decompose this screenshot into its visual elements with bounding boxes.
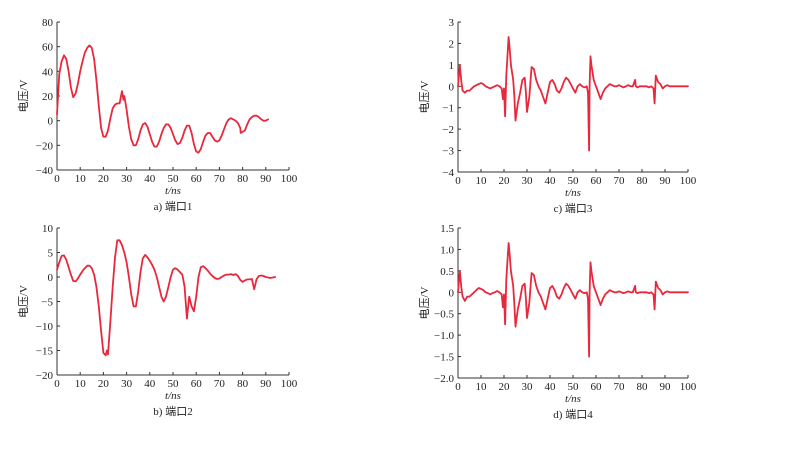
x-tick-label: 80 xyxy=(637,381,649,393)
y-tick-label: 5 xyxy=(48,248,54,260)
chart-panel-4: 0 10 20 30 40 50 60 70 80 90 100 −2.0 −1.5 −1.0 −0.5 0 0… xyxy=(418,223,697,421)
chart-panel-1: 0 10 20 30 40 50 60 70 80 90 100 −40 −20 0 20 40 60 80 电压/… xyxy=(17,17,298,213)
x-tick-label: 30 xyxy=(121,378,133,390)
y-tick-label: 0 xyxy=(449,287,455,299)
x-tick-label: 40 xyxy=(545,175,557,187)
x-tick-label: 0 xyxy=(455,381,461,393)
x-tick-label: 20 xyxy=(499,381,511,393)
y-tick-label: 10 xyxy=(42,223,54,235)
x-tick-label: 90 xyxy=(260,173,272,185)
y-tick-label: 2 xyxy=(449,38,455,50)
y-tick-label: −15 xyxy=(36,346,54,358)
x-axis-label: t/ns xyxy=(165,390,181,402)
x-tick-label: 0 xyxy=(54,173,60,185)
x-tick-label: 10 xyxy=(476,175,488,187)
y-axis-label: 电压/V xyxy=(17,285,30,318)
x-axis-label: t/ns xyxy=(565,187,581,199)
x-tick-label: 90 xyxy=(660,381,672,393)
y-axis-label: 电压/V xyxy=(418,286,431,319)
x-tick-label: 10 xyxy=(75,378,87,390)
panel-caption: d) 端口4 xyxy=(553,408,593,421)
y-tick-label: 60 xyxy=(42,42,54,54)
x-tick-label: 10 xyxy=(476,381,488,393)
y-tick-label: 0 xyxy=(48,116,54,128)
y-tick-label: 80 xyxy=(42,17,54,29)
panel-caption: b) 端口2 xyxy=(153,405,192,418)
x-tick-label: 0 xyxy=(54,378,60,390)
panel-caption: a) 端口1 xyxy=(154,200,193,213)
y-tick-label: −40 xyxy=(36,165,54,177)
y-tick-label: −4 xyxy=(442,167,454,179)
chart-panel-3: 0 10 20 30 40 50 60 70 80 90 100 −4 −3 −2 −1 0 1 2 3 电压/V t/… xyxy=(418,17,697,215)
series-line xyxy=(56,239,277,357)
x-tick-label: 40 xyxy=(545,381,557,393)
y-tick-label: −1 xyxy=(442,103,454,115)
x-axis-label: t/ns xyxy=(165,185,181,197)
y-tick-label: −2 xyxy=(442,124,454,136)
x-tick-label: 60 xyxy=(591,381,603,393)
y-tick-label: 1.5 xyxy=(440,223,454,235)
y-tick-label: 1.0 xyxy=(440,244,454,256)
panel-caption: c) 端口3 xyxy=(554,202,593,215)
x-tick-label: 100 xyxy=(680,381,697,393)
x-tick-label: 0 xyxy=(455,175,461,187)
x-tick-label: 60 xyxy=(191,378,203,390)
x-tick-label: 60 xyxy=(191,173,203,185)
y-tick-label: 1 xyxy=(449,60,455,72)
x-tick-label: 100 xyxy=(680,175,697,187)
series-line xyxy=(56,44,270,154)
y-tick-label: −2.0 xyxy=(434,373,454,385)
x-tick-label: 70 xyxy=(614,175,626,187)
x-tick-label: 50 xyxy=(568,175,580,187)
y-tick-label: 20 xyxy=(42,91,54,103)
y-tick-label: −0.5 xyxy=(434,309,454,321)
y-tick-label: −1.5 xyxy=(434,352,454,364)
y-axis-label: 电压/V xyxy=(418,80,431,113)
x-tick-label: 100 xyxy=(281,378,298,390)
x-tick-label: 50 xyxy=(168,378,180,390)
y-tick-label: 40 xyxy=(42,66,54,78)
x-tick-label: 20 xyxy=(98,173,110,185)
y-tick-label: −20 xyxy=(36,370,54,382)
y-tick-label: −10 xyxy=(36,321,54,333)
y-tick-label: −1.0 xyxy=(434,330,454,342)
series-line xyxy=(457,242,689,358)
x-tick-label: 70 xyxy=(214,173,226,185)
x-tick-label: 90 xyxy=(660,175,672,187)
x-tick-label: 40 xyxy=(144,378,156,390)
y-tick-label: 3 xyxy=(449,17,455,29)
x-tick-label: 50 xyxy=(568,381,580,393)
x-tick-label: 30 xyxy=(522,381,534,393)
series-line xyxy=(457,36,689,152)
x-tick-label: 70 xyxy=(614,381,626,393)
y-tick-label: 0 xyxy=(449,81,455,93)
x-tick-label: 30 xyxy=(522,175,534,187)
x-tick-label: 20 xyxy=(499,175,511,187)
x-tick-label: 100 xyxy=(281,173,298,185)
x-tick-label: 80 xyxy=(637,175,649,187)
x-tick-label: 50 xyxy=(168,173,180,185)
x-tick-label: 70 xyxy=(214,378,226,390)
y-tick-label: −20 xyxy=(36,140,54,152)
x-tick-label: 80 xyxy=(237,378,249,390)
y-tick-label: −3 xyxy=(442,146,454,158)
y-axis-label: 电压/V xyxy=(17,79,30,112)
x-tick-label: 80 xyxy=(237,173,249,185)
y-tick-label: −5 xyxy=(41,297,53,309)
chart-panel-2: 0 10 20 30 40 50 60 70 80 90 100 −20 −15 −10 −5 0 5 10 电压/… xyxy=(17,223,298,418)
x-axis-label: t/ns xyxy=(565,393,581,405)
x-tick-label: 30 xyxy=(121,173,133,185)
y-tick-label: 0.5 xyxy=(440,266,454,278)
x-tick-label: 20 xyxy=(98,378,110,390)
y-tick-label: 0 xyxy=(48,272,54,284)
x-tick-label: 10 xyxy=(75,173,87,185)
x-tick-label: 40 xyxy=(144,173,156,185)
x-tick-label: 60 xyxy=(591,175,603,187)
x-tick-label: 90 xyxy=(260,378,272,390)
